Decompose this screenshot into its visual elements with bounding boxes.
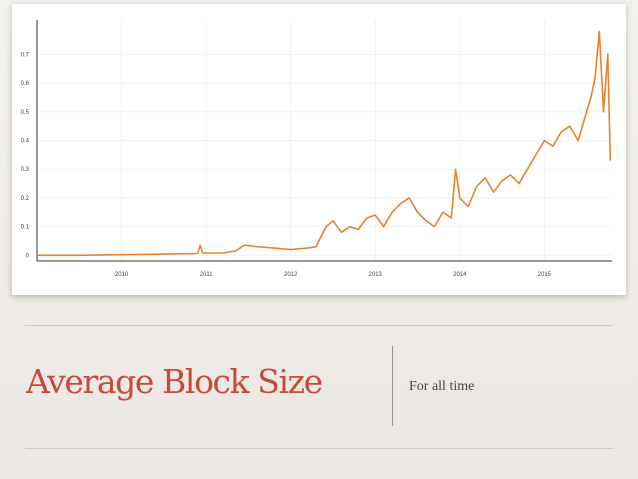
top-divider [25, 325, 613, 326]
y-tick-label: 0 [26, 253, 30, 259]
series-line-0 [37, 30, 612, 257]
axis-layer [36, 20, 612, 262]
x-tick-label: 2014 [453, 272, 467, 278]
y-tick-label: 0.1 [21, 225, 30, 231]
x-tick-label: 2015 [538, 272, 552, 278]
y-tick-label: 0.4 [21, 139, 30, 145]
x-tick-label: 2012 [284, 272, 298, 278]
y-tick-label: 0.6 [21, 81, 30, 87]
slide-subtitle: For all time [409, 379, 475, 394]
y-tick-label: 0.5 [21, 110, 30, 116]
vertical-separator [392, 346, 393, 426]
block-size-chart: 0 0.1 0.2 0.3 0.4 0.5 0.6 0.7 2010 2011 2012 2013 20… [21, 20, 612, 278]
bottom-divider [25, 448, 613, 449]
grid-layer [37, 20, 612, 261]
line-layer [37, 30, 612, 257]
x-tick-label: 2013 [369, 272, 383, 278]
chart-card: 0 0.1 0.2 0.3 0.4 0.5 0.6 0.7 2010 2011 2012 2013 20… [12, 4, 626, 295]
y-tick-label: 0.7 [21, 52, 30, 58]
y-tick-label: 0.2 [21, 196, 30, 202]
x-tick-label: 2010 [115, 272, 129, 278]
label-layer: 0 0.1 0.2 0.3 0.4 0.5 0.6 0.7 2010 2011 2012 2013 20… [21, 52, 552, 278]
slide-title: Average Block Size [26, 362, 323, 401]
x-tick-label: 2011 [200, 272, 214, 278]
y-tick-label: 0.3 [21, 167, 30, 173]
